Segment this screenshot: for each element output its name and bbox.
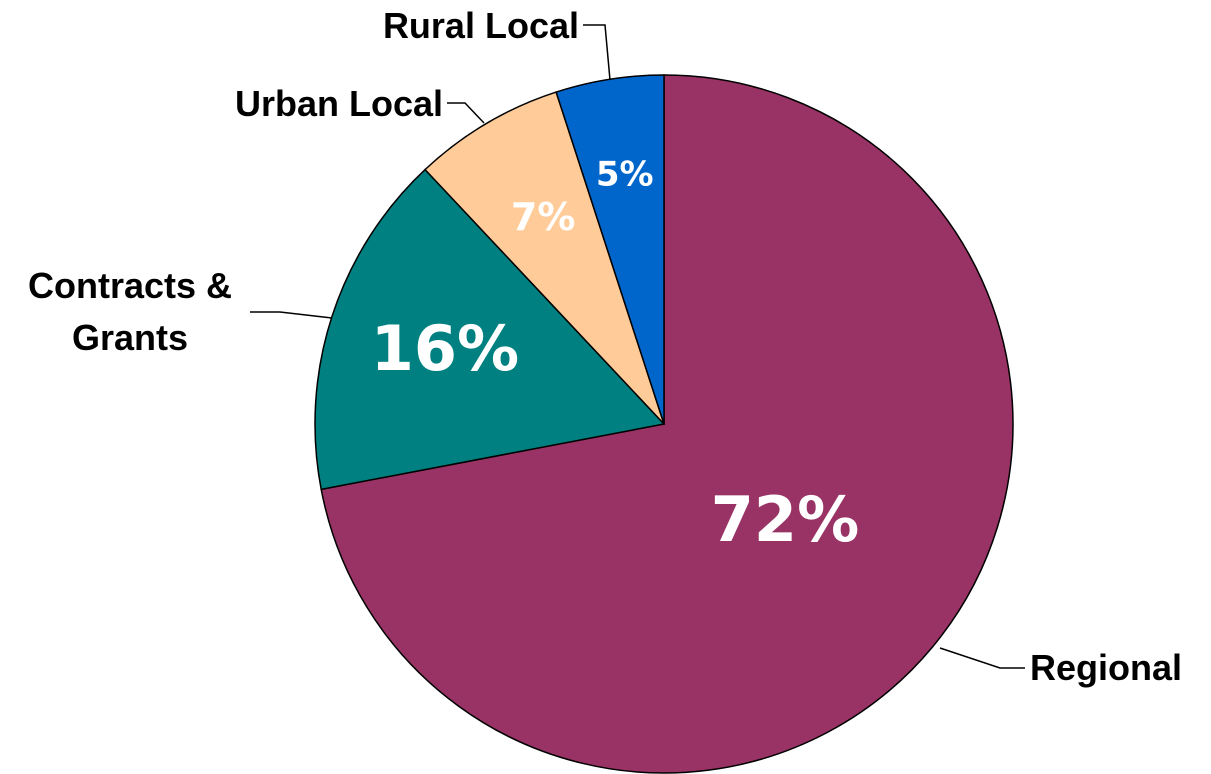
pie-slice — [424, 91, 665, 425]
value-label: 16% — [371, 312, 519, 385]
category-label: Urban Local — [234, 83, 443, 124]
category-label: Contracts & Grants — [27, 265, 233, 358]
category-label: Rural Local — [382, 5, 579, 46]
leader-line — [939, 647, 1025, 669]
category-label: Regional — [1030, 647, 1183, 688]
leader-line — [583, 24, 611, 81]
value-label: 72% — [711, 483, 859, 556]
leader-line — [250, 311, 333, 319]
value-label: 7% — [511, 195, 576, 239]
value-label: 5% — [596, 154, 654, 194]
pie-slice — [314, 168, 666, 491]
pie-slice — [320, 74, 1014, 774]
leader-line — [447, 102, 485, 124]
